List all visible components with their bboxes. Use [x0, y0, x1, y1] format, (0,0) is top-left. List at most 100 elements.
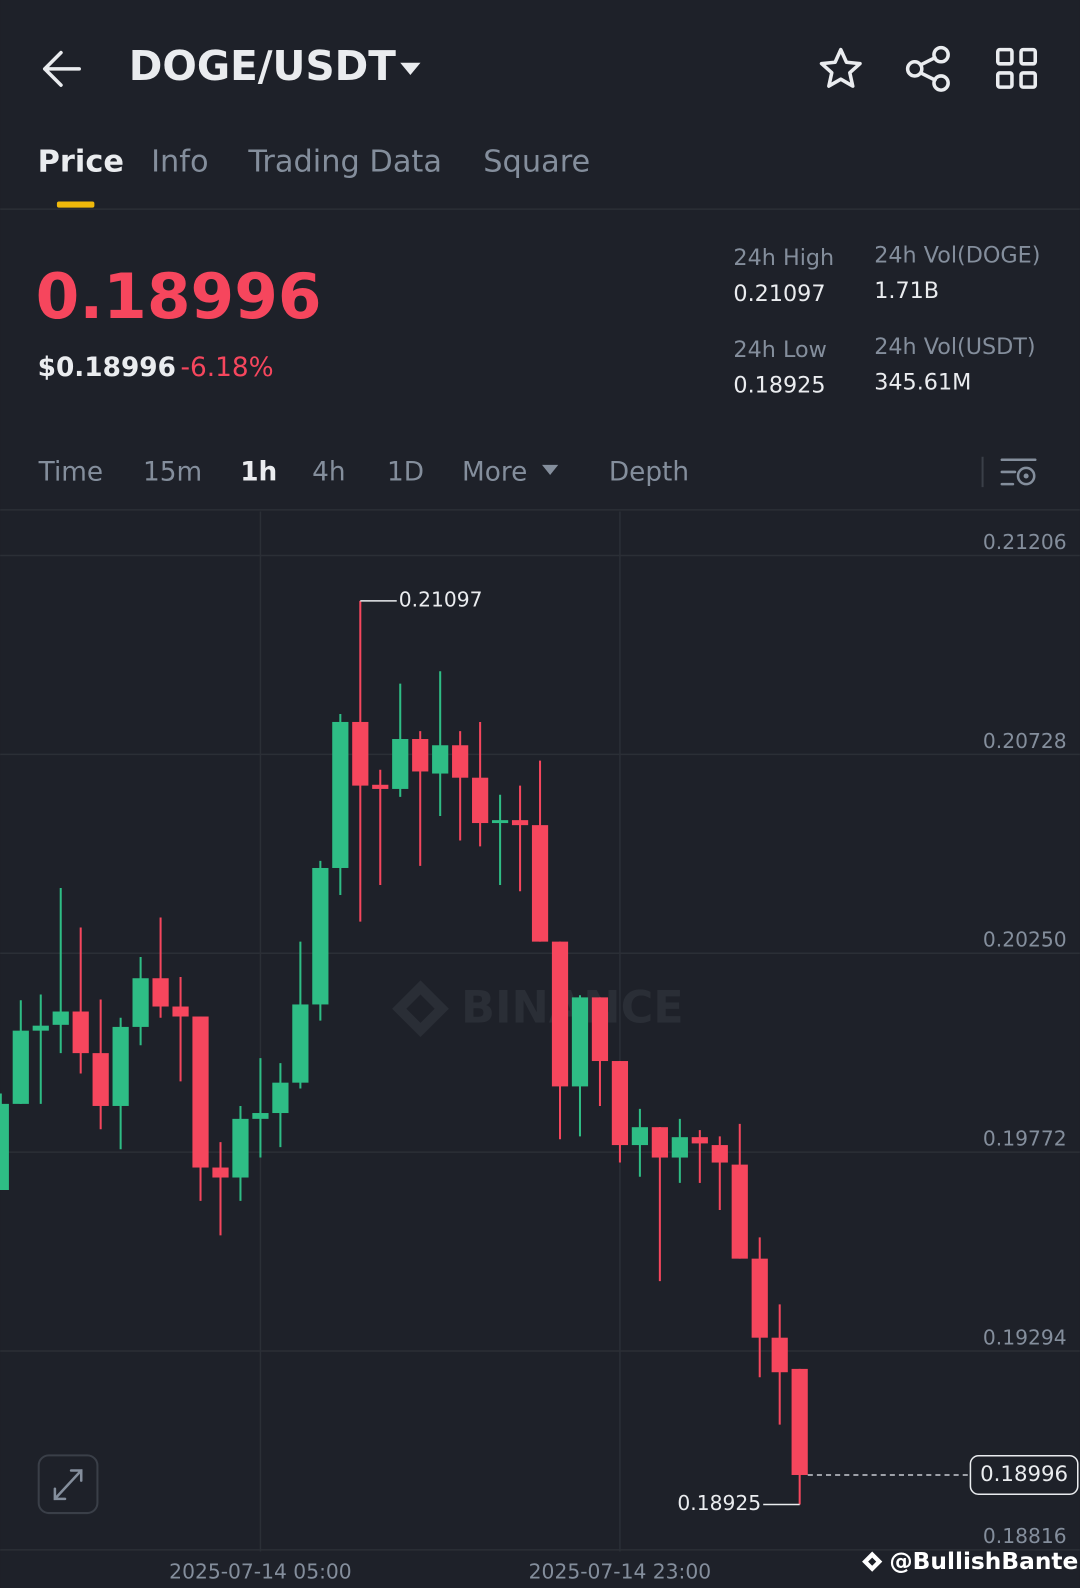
stat-label: 24h High [733, 245, 834, 271]
settings-gear-center [1023, 473, 1029, 479]
last-price-tag [969, 1454, 1079, 1495]
candle-body [372, 784, 389, 789]
chart-settings-icon[interactable] [1000, 458, 1037, 486]
tab[interactable]: Price [38, 145, 124, 180]
fullscreen-arrows [53, 1469, 83, 1501]
stat-value: 0.21097 [733, 281, 825, 307]
candle-body [671, 1137, 688, 1158]
candle-body [472, 777, 489, 824]
high-label: 0.21097 [399, 587, 483, 611]
candle-body [591, 997, 609, 1062]
candle-body [392, 739, 409, 789]
candle-body [152, 978, 169, 1007]
chart-labels: 0.21206 0.20728 0.20250 0.19772 0.19294 0.188… [169, 530, 1079, 1583]
candle-body [751, 1258, 768, 1338]
interval[interactable]: 1D [387, 457, 424, 487]
favorite-icon[interactable] [819, 47, 862, 88]
stat-label: 24h Vol(DOGE) [874, 243, 1040, 269]
share-icon[interactable] [905, 45, 950, 92]
candle-body [511, 820, 529, 826]
candle-body [332, 721, 349, 868]
last-price-label: 0.18996 [980, 1462, 1068, 1487]
last-price-usd: $0.18996 [38, 353, 176, 383]
candle-body [0, 1103, 9, 1191]
tab-indicator [56, 201, 95, 208]
candle-body [312, 867, 329, 1005]
interval[interactable]: Time [38, 457, 103, 487]
fullscreen-button[interactable] [37, 1454, 99, 1515]
watermark-logo [392, 980, 449, 1038]
stat-label: 24h Vol(USDT) [874, 334, 1035, 360]
candle-body [112, 1026, 129, 1106]
tab[interactable]: Square [483, 145, 590, 180]
candle-body [611, 1061, 629, 1146]
fullscreen-frame [37, 1454, 99, 1515]
candle-body [72, 1011, 89, 1054]
candle-body [212, 1167, 229, 1178]
candle-body [292, 1004, 309, 1083]
candle-body [691, 1137, 708, 1144]
settings-lines [1000, 458, 1037, 486]
interval[interactable]: More [462, 457, 527, 487]
y-tick-label: 0.19294 [983, 1325, 1067, 1349]
pair-dropdown[interactable] [400, 62, 421, 75]
candle-body [571, 997, 589, 1087]
grid [0, 511, 1080, 1552]
interval[interactable]: 15m [143, 457, 202, 487]
x-tick-label: 2025-07-14 23:00 [529, 1559, 711, 1583]
stat-label: 24h Low [733, 337, 826, 363]
settings-gear [1016, 466, 1036, 486]
candle-body [551, 941, 569, 1087]
candle-body [32, 1025, 49, 1031]
candle-body [172, 1006, 189, 1017]
candle-body [731, 1164, 748, 1259]
layout-cell [1019, 47, 1038, 66]
y-tick-label: 0.21206 [983, 530, 1067, 554]
candle-body [232, 1118, 249, 1178]
candle-body [432, 745, 449, 774]
tab[interactable]: Trading Data [247, 145, 442, 180]
candle-body [132, 978, 149, 1027]
candle-body [651, 1127, 668, 1158]
candle-body [412, 739, 429, 772]
interval[interactable]: Depth [609, 457, 689, 487]
candle-body [452, 745, 469, 778]
y-tick-label: 0.20728 [983, 729, 1067, 753]
back-arrow [42, 50, 81, 87]
candle-body [491, 820, 509, 824]
candle-body [711, 1145, 728, 1163]
share-node [905, 60, 924, 78]
candle-body [272, 1082, 289, 1114]
candle-body [352, 721, 369, 786]
tab[interactable]: Info [151, 145, 209, 180]
layout-cell [995, 47, 1014, 66]
y-tick-label: 0.19772 [983, 1126, 1067, 1150]
candle-body [631, 1127, 649, 1146]
y-tick-label: 0.18816 [983, 1524, 1067, 1548]
layout-cell [995, 71, 1014, 89]
candle-body [252, 1113, 269, 1119]
stat-value: 0.18925 [733, 372, 825, 398]
share-node [932, 74, 950, 92]
layout-icon[interactable] [995, 47, 1038, 89]
footer-watermark: @BullishBanter [889, 1548, 1080, 1575]
candle-body [192, 1016, 209, 1168]
back-button[interactable] [42, 50, 81, 87]
price-change: -6.18% [180, 353, 273, 383]
candle-body [12, 1030, 29, 1104]
low-label: 0.18925 [677, 1491, 761, 1515]
layout-cell [1019, 71, 1038, 89]
stat-value: 1.71B [874, 278, 939, 304]
share-node [932, 45, 950, 64]
last-price: 0.18996 [36, 260, 322, 333]
candle-body [92, 1053, 109, 1106]
x-tick-label: 2025-07-14 05:00 [169, 1559, 351, 1583]
pair-title[interactable]: DOGE/USDT [129, 42, 396, 90]
interval[interactable]: 1h [240, 457, 277, 487]
more-dropdown[interactable] [542, 464, 559, 475]
candle-body [531, 825, 549, 942]
candle-body [52, 1011, 69, 1025]
interval[interactable]: 4h [312, 457, 345, 487]
y-tick-label: 0.20250 [983, 928, 1067, 952]
